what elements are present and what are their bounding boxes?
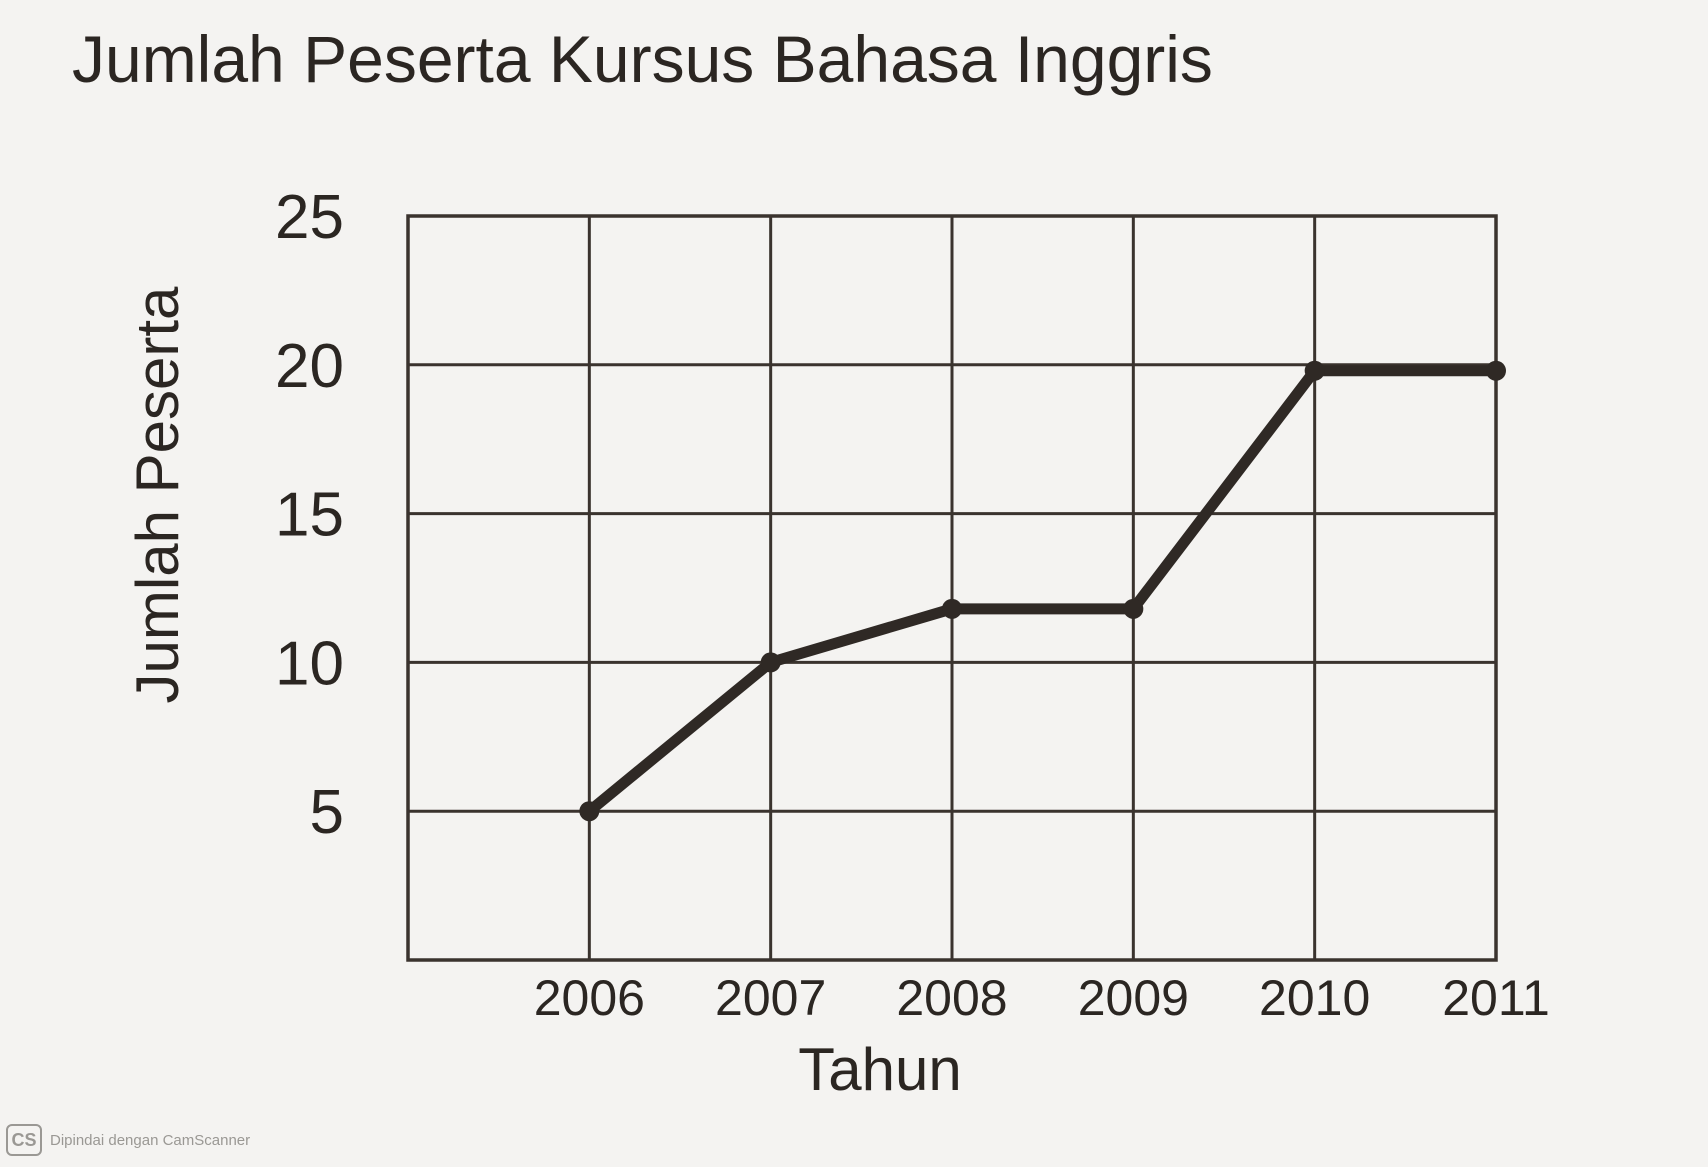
chart-grid <box>406 214 1498 962</box>
camscanner-logo: CS <box>6 1124 42 1156</box>
x-tick-label: 2007 <box>715 970 826 1026</box>
y-tick-label: 10 <box>275 629 344 698</box>
y-tick-label: 25 <box>275 183 344 252</box>
data-point <box>1304 360 1325 381</box>
y-tick-label: 20 <box>275 332 344 401</box>
y-tick-label: 15 <box>275 481 344 550</box>
camscanner-watermark: CS Dipindai dengan CamScanner <box>6 1124 250 1156</box>
x-tick-label: 2008 <box>896 970 1007 1026</box>
x-tick-label: 2006 <box>534 970 645 1026</box>
data-point <box>1486 360 1506 381</box>
series-line <box>583 365 1502 817</box>
chart-title: Jumlah Peserta Kursus Bahasa Inggris <box>72 22 1213 96</box>
x-tick-label: 2011 <box>1442 970 1550 1026</box>
series-group <box>579 360 1506 822</box>
y-tick-label: 5 <box>310 778 344 847</box>
data-point <box>1123 598 1144 619</box>
data-point <box>760 652 781 673</box>
watermark-text: Dipindai dengan CamScanner <box>50 1131 251 1149</box>
x-axis-label: Tahun <box>798 1036 961 1103</box>
y-axis-label: Jumlah Peserta <box>124 286 191 703</box>
x-axis-ticks: 2006 2007 2008 2009 2010 2011 <box>534 970 1550 1026</box>
plot-frame <box>406 214 1498 962</box>
x-tick-label: 2009 <box>1078 970 1189 1026</box>
x-tick-label: 2010 <box>1259 970 1370 1026</box>
data-point <box>579 801 600 822</box>
y-axis-ticks: 5 10 15 20 25 <box>275 183 344 847</box>
data-point <box>942 598 962 619</box>
